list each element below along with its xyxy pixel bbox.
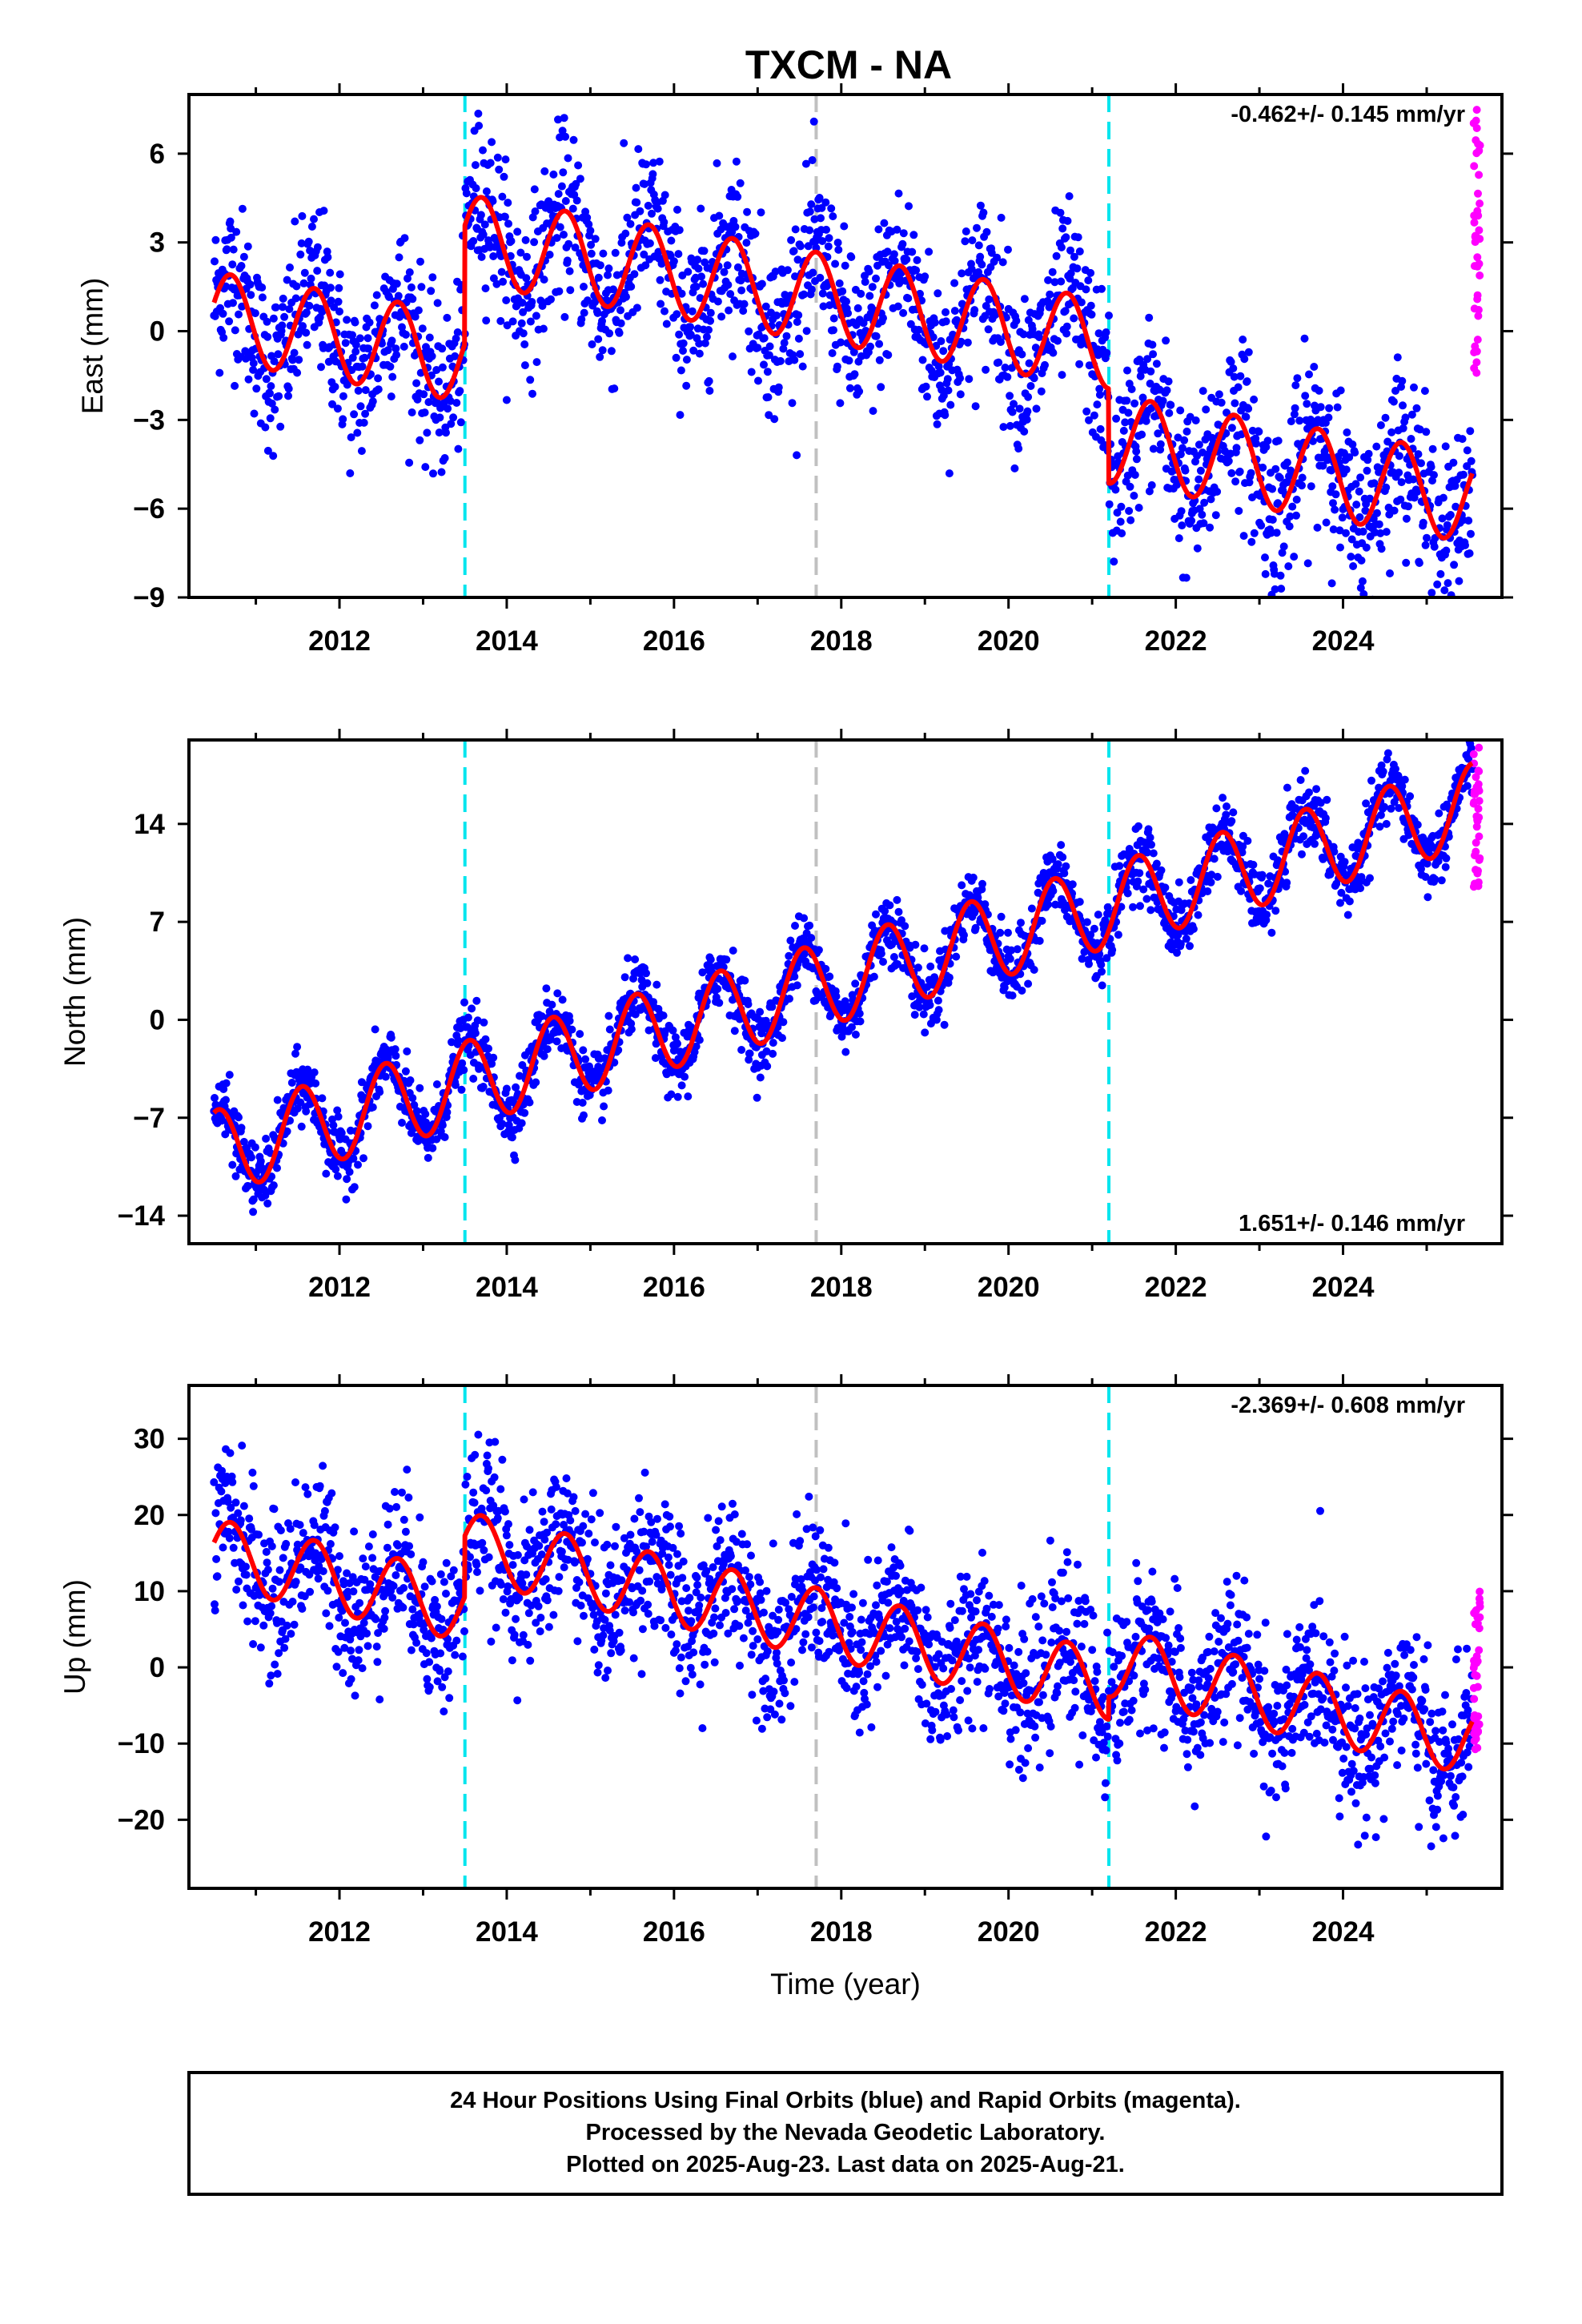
y-tick-label: 0 [150,316,165,348]
y-tick-label: 3 [150,227,165,259]
y-tick-label: −3 [133,404,165,436]
y-tick-label: −7 [133,1103,165,1134]
final-orbit-points [210,109,1477,597]
rapid-orbit-points [1469,1587,1484,1754]
y-tick-label: 0 [150,1004,165,1035]
x-tick-label: 2018 [810,1916,873,1948]
panels: 2012 2014 2016 2018 2020 2022 2024−9−6−3036Eas… [58,83,1513,2000]
x-tick-label: 2024 [1312,625,1375,657]
y-axis-label: East (mm) [76,278,109,415]
x-tick-label: 2014 [476,625,538,657]
panel-up: 2012 2014 2016 2018 2020 2022 2024 −20 −10 0 10 20 3… [58,1374,1513,2000]
y-tick-label: 14 [134,809,165,840]
x-tick-label: 2018 [810,625,873,657]
plot-frame [187,738,1504,1245]
velocity-label: -0.462+/- 0.145 mm/yr [1231,102,1465,127]
y-axis-label: North (mm) [58,917,91,1067]
x-tick-label: 2022 [1145,625,1207,657]
y-tick-label: 6 [150,139,165,170]
model-fit-line [211,195,1475,541]
plot-frame [187,93,1504,599]
footer-box: 24 Hour Positions Using Final Orbits (bl… [187,2071,1504,2196]
x-tick-label: 2022 [1145,1916,1207,1948]
x-tick-label: 2020 [978,1916,1040,1948]
panel-east: 2012 2014 2016 2018 2020 2022 2024 −9 −6 −3 0 3 6 Eas… [76,83,1513,657]
rapid-orbit-points [1469,106,1484,377]
rapid-orbit-points [1469,743,1484,891]
plot-frame [187,1384,1504,1890]
velocity-label: 1.651+/- 0.146 mm/yr [1239,1211,1465,1236]
model-fit-line [211,1513,1475,1771]
y-tick-label: −20 [118,1804,165,1835]
x-tick-label: 2014 [476,1272,538,1303]
final-orbit-points [210,740,1477,1216]
y-tick-label: 20 [134,1500,165,1531]
figure-title: TXCM - NA [745,42,952,87]
x-tick-label: 2024 [1312,1916,1375,1948]
plot-area [210,1385,1484,1888]
x-tick-label: 2018 [810,1272,873,1303]
y-tick-label: −14 [118,1200,166,1232]
y-tick-label: −10 [118,1728,165,1759]
plot-area [210,740,1484,1244]
footer-line-1: 24 Hour Positions Using Final Orbits (bl… [450,2088,1241,2113]
x-tick-label: 2024 [1312,1272,1375,1303]
footer-line-2: Processed by the Nevada Geodetic Laborat… [586,2120,1106,2145]
x-tick-label: 2014 [476,1916,538,1948]
y-tick-label: 30 [134,1424,165,1455]
x-tick-label: 2020 [978,1272,1040,1303]
x-axis-label: Time (year) [770,1968,921,2000]
footer-line-3: Plotted on 2025-Aug-23. Last data on 202… [566,2152,1125,2177]
x-tick-label: 2012 [308,1272,371,1303]
y-tick-label: 0 [150,1652,165,1683]
y-tick-label: 10 [134,1576,165,1607]
x-tick-label: 2016 [643,1272,705,1303]
model-fit-line [211,761,1475,1185]
panel-north: 2012 2014 2016 2018 2020 2022 2024 −14 −7 0 7 14 Nor… [58,729,1513,1303]
y-tick-label: −6 [133,493,165,525]
y-tick-label: −9 [133,582,165,613]
velocity-label: -2.369+/- 0.608 mm/yr [1231,1393,1465,1418]
x-tick-label: 2016 [643,1916,705,1948]
y-axis-label: Up (mm) [58,1579,91,1695]
x-tick-label: 2012 [308,625,371,657]
x-tick-label: 2022 [1145,1272,1207,1303]
x-tick-label: 2012 [308,1916,371,1948]
footer-frame [187,2071,1504,2196]
x-tick-label: 2016 [643,625,705,657]
y-tick-label: 7 [150,907,165,938]
x-tick-label: 2020 [978,625,1040,657]
plot-area [210,94,1484,597]
